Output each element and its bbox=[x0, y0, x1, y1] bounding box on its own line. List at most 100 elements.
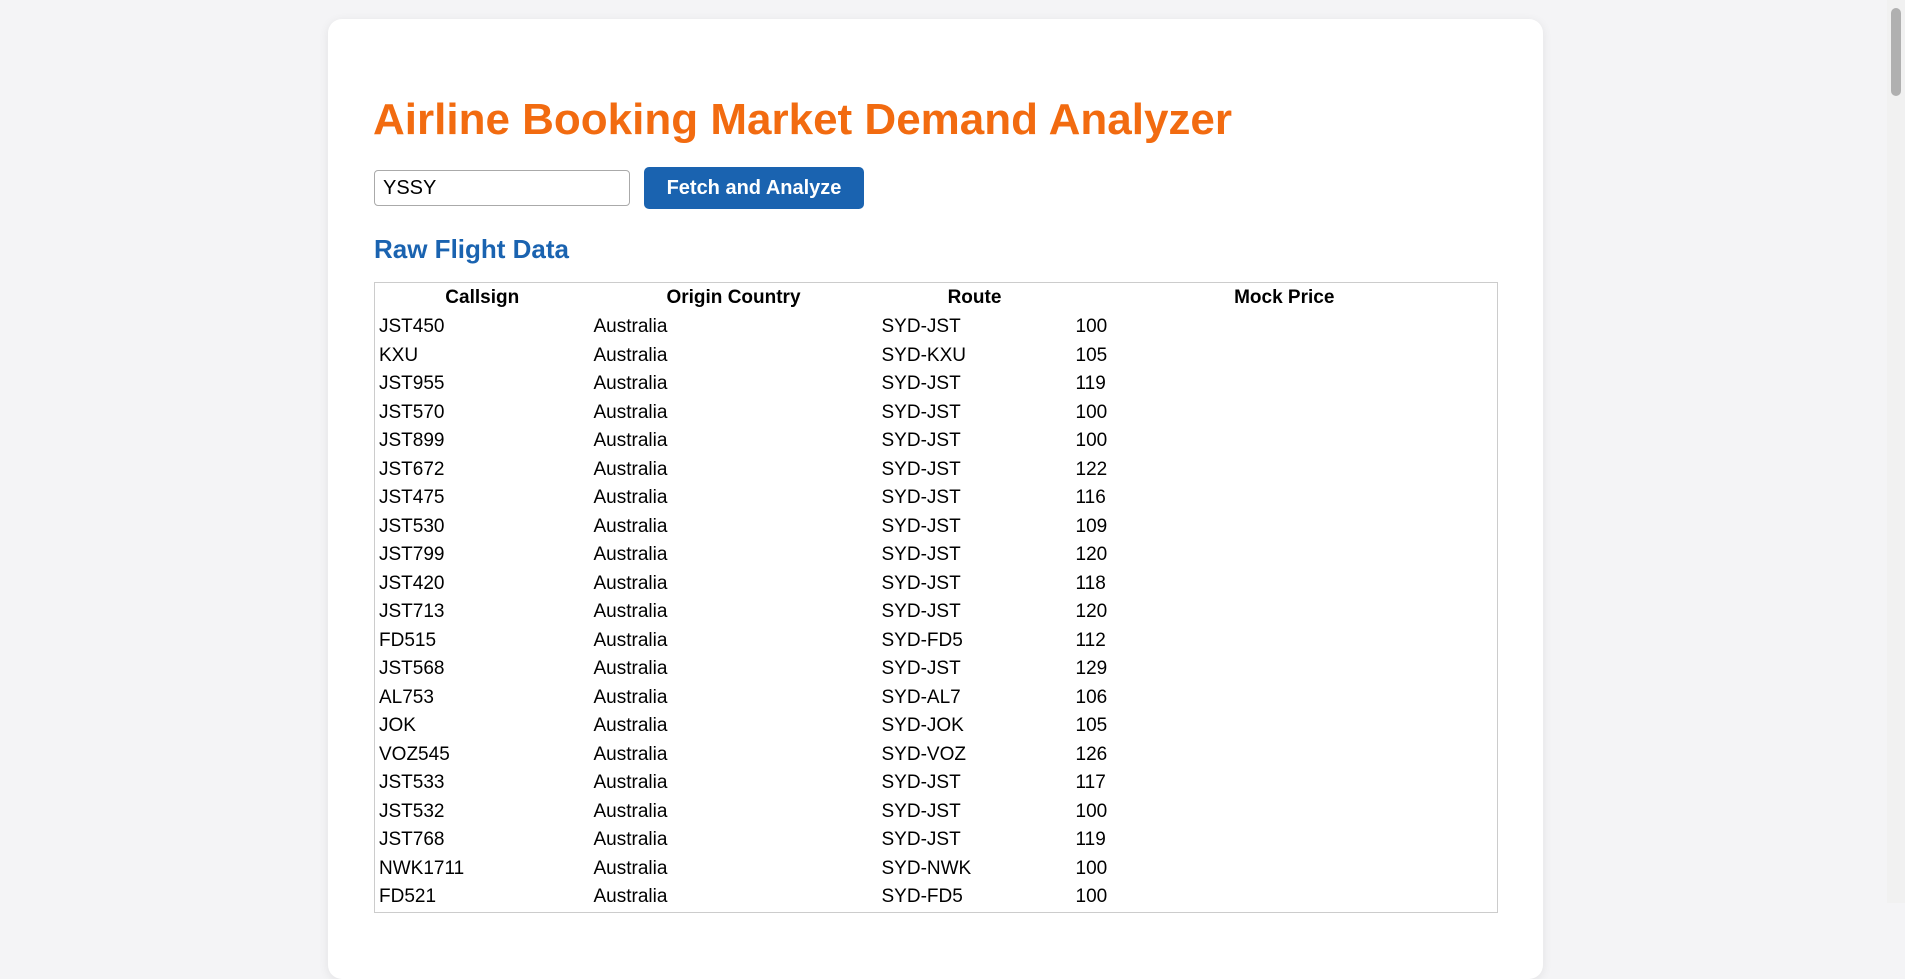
table-cell: Australia bbox=[593, 886, 668, 908]
table-cell: SYD-AL7 bbox=[881, 686, 961, 708]
table-cell: Australia bbox=[593, 857, 668, 879]
table-cell: 120 bbox=[1075, 544, 1108, 566]
table-cell: JST450 bbox=[379, 316, 445, 338]
table-cell: Australia bbox=[593, 743, 668, 765]
table-cell: Australia bbox=[593, 800, 668, 822]
table-cell: SYD-FD5 bbox=[881, 629, 963, 651]
table-cell: JST533 bbox=[379, 772, 445, 794]
table-cell: JST955 bbox=[379, 373, 445, 395]
scroll-thumb[interactable] bbox=[1891, 8, 1901, 96]
table-cell: JST768 bbox=[379, 829, 445, 851]
table-row: JST713 Australia SYD-JST 120 bbox=[375, 598, 1498, 627]
table-cell: SYD-JST bbox=[881, 601, 961, 623]
table-cell: SYD-JST bbox=[881, 487, 961, 509]
table-row: JST450 Australia SYD-JST 100 bbox=[375, 313, 1498, 342]
table-cell: SYD-KXU bbox=[881, 344, 966, 366]
table-cell: 112 bbox=[1075, 629, 1106, 651]
table-cell: Australia bbox=[593, 373, 668, 395]
table-cell: SYD-JST bbox=[881, 458, 961, 480]
table-cell: SYD-JST bbox=[881, 430, 961, 452]
table-row: JST475 Australia SYD-JST 116 bbox=[375, 484, 1498, 513]
table-cell: Australia bbox=[593, 829, 668, 851]
table-row: JOK Australia SYD-JOK 105 bbox=[375, 712, 1498, 741]
airport-input[interactable]: YSSY bbox=[374, 170, 630, 206]
table-row: JST568 Australia SYD-JST 129 bbox=[375, 655, 1498, 684]
table-row: KXU Australia SYD-KXU 105 bbox=[375, 342, 1498, 371]
table-cell: SYD-JST bbox=[881, 800, 961, 822]
table-cell: NWK1711 bbox=[379, 857, 465, 879]
table-cell: 129 bbox=[1075, 658, 1108, 680]
header-row: Callsign Origin Country Route Mock Price bbox=[375, 283, 1498, 314]
table-row: JST530 Australia SYD-JST 109 bbox=[375, 513, 1498, 542]
column-header: Route bbox=[947, 287, 1002, 308]
table-cell: SYD-JST bbox=[881, 572, 961, 594]
table-row: JST955 Australia SYD-JST 119 bbox=[375, 370, 1498, 399]
table-cell: 100 bbox=[1075, 316, 1108, 338]
table-cell: SYD-JST bbox=[881, 515, 961, 537]
section-title: Raw Flight Data bbox=[374, 234, 570, 264]
table-cell: 120 bbox=[1075, 601, 1108, 623]
table-cell: Australia bbox=[593, 401, 668, 423]
table-cell: SYD-JST bbox=[881, 658, 961, 680]
scrollbar[interactable] bbox=[1887, 0, 1905, 903]
table-cell: 105 bbox=[1075, 715, 1108, 737]
table-row: JST768 Australia SYD-JST 119 bbox=[375, 826, 1498, 855]
card: Airline Booking Market Demand Analyzer Y… bbox=[328, 19, 1543, 979]
table-cell: JST530 bbox=[379, 515, 445, 537]
table-cell: SYD-VOZ bbox=[881, 743, 966, 765]
table-cell: JST672 bbox=[379, 458, 445, 480]
table-cell: SYD-JST bbox=[881, 772, 961, 794]
table-row: NWK1711 Australia SYD-NWK 100 bbox=[375, 855, 1498, 884]
table-cell: 122 bbox=[1075, 458, 1108, 480]
table-cell: 126 bbox=[1075, 743, 1108, 765]
table-cell: JST570 bbox=[379, 401, 445, 423]
table-row: JST532 Australia SYD-JST 100 bbox=[375, 798, 1498, 827]
table-cell: VOZ545 bbox=[379, 743, 450, 765]
table-cell: FD515 bbox=[379, 629, 437, 651]
table-row: JST899 Australia SYD-JST 100 bbox=[375, 427, 1498, 456]
table-cell: Australia bbox=[593, 772, 668, 794]
table-cell: FD521 bbox=[379, 886, 437, 908]
fetch-button[interactable]: Fetch and Analyze bbox=[644, 167, 864, 209]
table-cell: 100 bbox=[1075, 800, 1108, 822]
table-cell: SYD-JST bbox=[881, 544, 961, 566]
table-cell: 119 bbox=[1075, 373, 1106, 395]
table-cell: 100 bbox=[1075, 430, 1108, 452]
table-cell: JST475 bbox=[379, 487, 445, 509]
table-row: JST672 Australia SYD-JST 122 bbox=[375, 456, 1498, 485]
table-cell: 106 bbox=[1075, 686, 1108, 708]
table-cell: Australia bbox=[593, 344, 668, 366]
table-row: FD515 Australia SYD-FD5 112 bbox=[375, 627, 1498, 656]
table-cell: 100 bbox=[1075, 401, 1108, 423]
table-cell: AL753 bbox=[379, 686, 434, 708]
table-cell: JST799 bbox=[379, 544, 445, 566]
table-row: JST420 Australia SYD-JST 118 bbox=[375, 570, 1498, 599]
flight-table: Callsign Origin Country Route Mock Price JS… bbox=[374, 282, 1498, 913]
column-header: Origin Country bbox=[666, 287, 801, 308]
table-row: AL753 Australia SYD-AL7 106 bbox=[375, 684, 1498, 713]
table-cell: 109 bbox=[1075, 515, 1108, 537]
table-cell: SYD-JST bbox=[881, 373, 961, 395]
title: Airline Booking Market Demand Analyzer bbox=[373, 95, 1233, 144]
table-cell: Australia bbox=[593, 715, 668, 737]
table-cell: Australia bbox=[593, 487, 668, 509]
table-cell: Australia bbox=[593, 430, 668, 452]
table-cell: 100 bbox=[1075, 886, 1108, 908]
table-cell: 119 bbox=[1075, 829, 1106, 851]
table-cell: JST713 bbox=[379, 601, 445, 623]
table-cell: JST420 bbox=[379, 572, 445, 594]
table-cell: SYD-JST bbox=[881, 829, 961, 851]
table-cell: Australia bbox=[593, 316, 668, 338]
table-cell: 100 bbox=[1075, 857, 1108, 879]
table-cell: SYD-JST bbox=[881, 401, 961, 423]
column-header: Callsign bbox=[445, 287, 520, 308]
table-row: JST799 Australia SYD-JST 120 bbox=[375, 541, 1498, 570]
table-cell: SYD-JOK bbox=[881, 715, 964, 737]
table-cell: Australia bbox=[593, 658, 668, 680]
table-cell: JST899 bbox=[379, 430, 445, 452]
table-row: VOZ545 Australia SYD-VOZ 126 bbox=[375, 741, 1498, 770]
table-cell: JST568 bbox=[379, 658, 445, 680]
table-row: JST570 Australia SYD-JST 100 bbox=[375, 399, 1498, 428]
column-header: Mock Price bbox=[1234, 287, 1335, 308]
page: Airline Booking Market Demand Analyzer Y… bbox=[328, 0, 1905, 979]
